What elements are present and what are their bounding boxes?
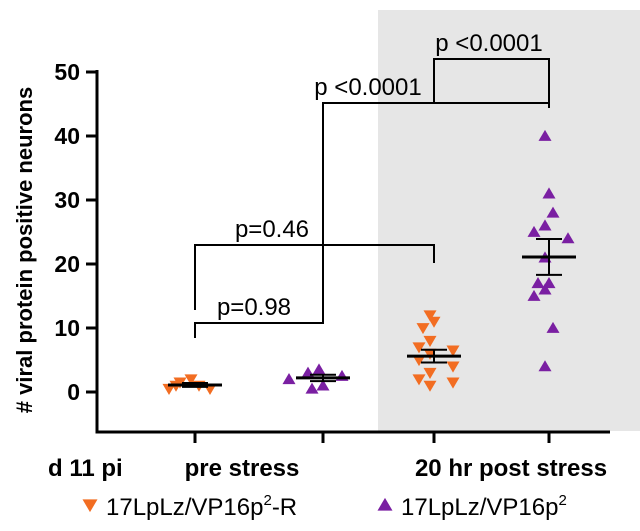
- p-value-label: p <0.0001: [314, 74, 421, 101]
- data-point: [446, 361, 460, 373]
- y-tick-label: 0: [67, 379, 80, 405]
- legend-marker: [377, 497, 393, 511]
- axes: [95, 70, 610, 443]
- data-point: [312, 363, 326, 375]
- data-point: [561, 232, 575, 244]
- data-point: [427, 316, 441, 328]
- p-value-label: p=0.98: [217, 294, 291, 321]
- x-prefix-label: d 11 pi: [48, 455, 123, 482]
- data-point: [546, 206, 560, 218]
- data-point: [184, 374, 198, 386]
- data-point: [527, 225, 541, 237]
- group-label-pre-stress: pre stress: [185, 455, 300, 482]
- data-point: [162, 383, 176, 395]
- y-tick-label: 40: [54, 123, 80, 149]
- p-value-label: p=0.46: [235, 216, 309, 243]
- mean-sem-bars: [168, 238, 576, 388]
- data-point: [538, 219, 552, 231]
- comparison-bracket: [194, 244, 435, 310]
- legend-label: 17LpLz/VP16p2-R: [106, 492, 297, 521]
- data-point: [301, 366, 315, 378]
- comparison-bracket: [194, 296, 324, 338]
- data-point: [412, 342, 426, 354]
- data-point: [531, 277, 545, 289]
- data-point: [282, 373, 296, 385]
- data-point: [423, 367, 437, 379]
- data-point: [416, 323, 430, 335]
- legend-marker: [82, 499, 98, 513]
- comparison-brackets: p=0.98 p=0.46 p <0.0001 p <0.0001: [194, 30, 550, 338]
- data-point: [316, 379, 330, 391]
- comparison-bracket: [433, 58, 550, 103]
- data-point: [412, 355, 426, 367]
- y-axis-title: # viral protein positive neurons: [12, 87, 37, 413]
- data-point: [538, 360, 552, 372]
- data-point: [446, 377, 460, 389]
- p-value-label: p <0.0001: [435, 30, 542, 57]
- data-point: [305, 382, 319, 394]
- group-label-post-stress: 20 hr post stress: [415, 455, 607, 482]
- comparison-bracket: [322, 102, 550, 296]
- data-point: [538, 283, 552, 295]
- y-tick-label: 20: [54, 251, 80, 277]
- y-tick-label: 10: [54, 315, 80, 341]
- data-point: [446, 345, 460, 357]
- legend: 17LpLz/VP16p2-R 17LpLz/VP16p2: [82, 492, 567, 521]
- data-point: [423, 310, 437, 322]
- legend-label: 17LpLz/VP16p2: [401, 492, 567, 521]
- y-ticks: 0 10 20 30 40 50: [54, 59, 97, 405]
- data-point: [527, 289, 541, 301]
- y-tick-label: 30: [54, 187, 80, 213]
- data-point: [423, 335, 437, 347]
- data-point: [546, 321, 560, 333]
- y-tick-label: 50: [54, 59, 80, 85]
- data-point: [538, 129, 552, 141]
- data-point: [412, 374, 426, 386]
- data-point: [542, 187, 556, 199]
- data-point: [423, 380, 437, 392]
